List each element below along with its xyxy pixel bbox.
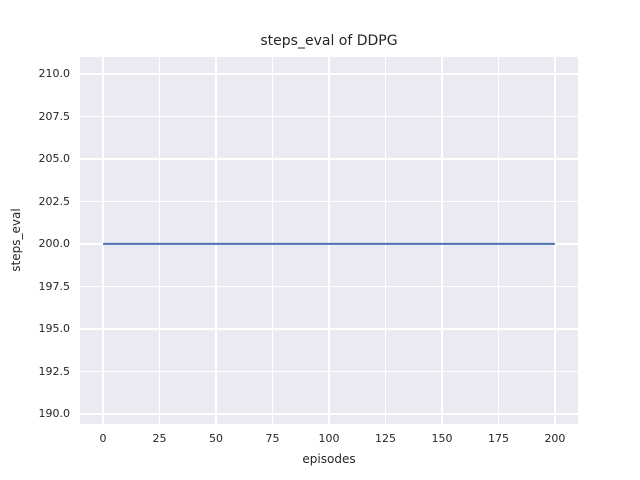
gridline-horizontal [80,73,578,75]
y-tick-label: 205.0 [38,152,71,166]
x-tick-label: 75 [265,432,280,445]
gridline-vertical [497,57,500,424]
y-tick-label: 202.5 [38,194,71,208]
x-tick-label: 50 [209,432,224,445]
y-tick-label: 192.5 [38,364,71,378]
y-tick-label: 210.0 [38,67,71,81]
gridline-horizontal [80,328,578,330]
gridline-horizontal [80,200,578,203]
x-tick-label: 150 [431,432,453,445]
y-tick-label: 190.0 [38,407,71,421]
gridline-vertical [271,57,274,424]
x-axis-label: episodes [302,452,356,466]
x-tick-label: 175 [487,432,509,445]
gridline-horizontal [80,158,578,160]
series-layer [103,242,555,245]
x-tick-label: 25 [152,432,167,445]
gridline-vertical [554,57,556,424]
x-tick-label: 200 [544,432,566,445]
gridline-vertical [158,57,161,424]
gridline-horizontal [80,370,578,373]
gridline-horizontal [80,413,578,415]
y-tick-label: 195.0 [38,322,71,336]
gridline-horizontal [80,285,578,288]
x-tick-label: 0 [99,432,107,445]
gridline-vertical [441,57,443,424]
x-tick-label: 125 [374,432,396,445]
y-tick-label: 200.0 [38,237,71,251]
x-tick-label: 100 [318,432,340,445]
chart-title: steps_eval of DDPG [260,33,398,49]
gridline-vertical [215,57,217,424]
gridline-horizontal [80,115,578,118]
gridline-vertical [328,57,330,424]
y-tick-label: 197.5 [38,279,71,293]
gridline-vertical [102,57,104,424]
gridline-vertical [384,57,387,424]
y-tick-label: 207.5 [38,109,71,123]
plot-area [80,57,578,424]
